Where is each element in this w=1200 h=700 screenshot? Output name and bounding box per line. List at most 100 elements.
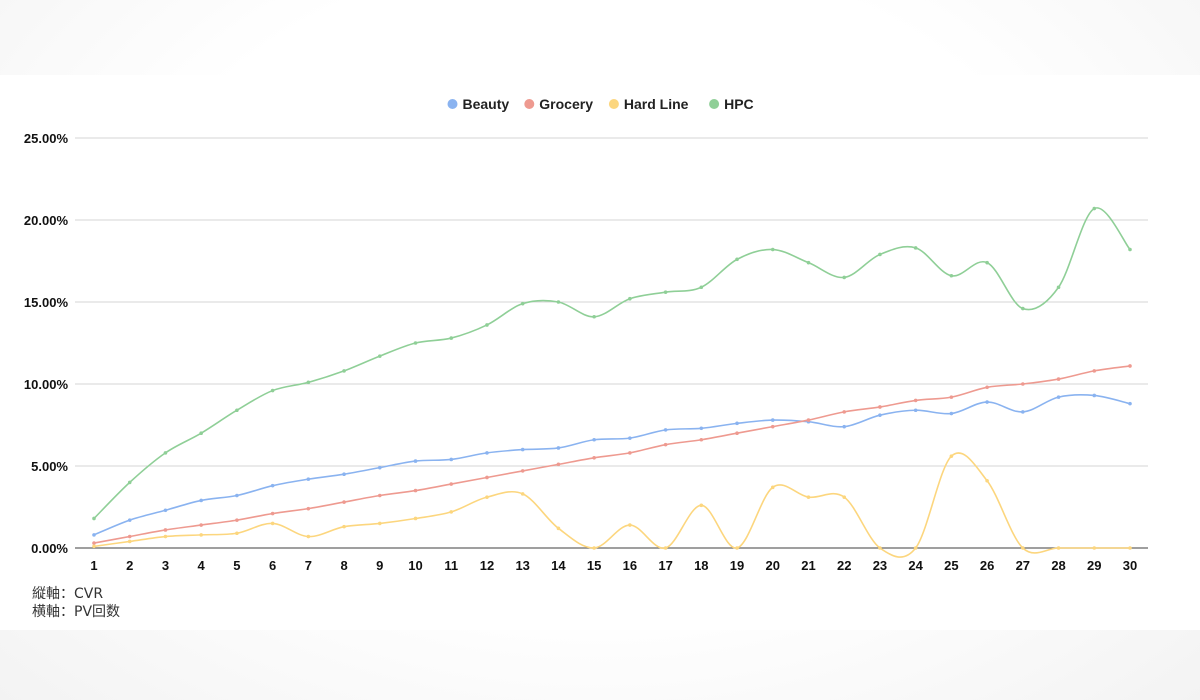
data-point-grocery bbox=[485, 475, 489, 480]
legend-label-grocery: Grocery bbox=[539, 96, 593, 112]
y-tick-label: 15.00% bbox=[24, 295, 69, 310]
data-point-grocery bbox=[949, 395, 954, 399]
x-tick-label: 19 bbox=[730, 558, 744, 573]
series-points bbox=[92, 206, 1132, 550]
data-point-hpc bbox=[163, 451, 168, 455]
data-point-beauty bbox=[592, 437, 596, 442]
y-tick-label: 20.00% bbox=[24, 213, 69, 228]
x-tick-label: 22 bbox=[837, 558, 851, 573]
legend-marker-grocery bbox=[524, 99, 535, 109]
x-tick-label: 16 bbox=[623, 558, 637, 573]
data-point-grocery bbox=[592, 456, 596, 460]
x-tick-label: 7 bbox=[305, 558, 312, 573]
data-point-hpc bbox=[842, 275, 847, 280]
data-point-hard-line bbox=[235, 531, 239, 536]
x-tick-label: 9 bbox=[376, 558, 383, 573]
data-point-beauty bbox=[949, 411, 954, 416]
data-point-grocery bbox=[1092, 369, 1097, 373]
data-point-hard-line bbox=[127, 539, 132, 544]
legend: Beauty Grocery Hard Line HPC bbox=[447, 96, 754, 112]
data-point-hard-line bbox=[270, 521, 275, 526]
y-tick-label: 25.00% bbox=[24, 131, 69, 146]
data-point-hard-line bbox=[556, 526, 561, 531]
data-point-grocery bbox=[842, 410, 847, 414]
legend-marker-hard-line bbox=[608, 99, 619, 109]
data-point-hard-line bbox=[1092, 546, 1097, 550]
data-point-hard-line bbox=[342, 524, 346, 529]
x-tick-label: 24 bbox=[908, 558, 923, 573]
data-point-grocery bbox=[199, 523, 203, 527]
data-point-hard-line bbox=[92, 544, 96, 549]
chart-panel bbox=[0, 75, 1200, 630]
data-point-hpc bbox=[1128, 247, 1132, 252]
data-point-hpc bbox=[485, 323, 489, 327]
x-tick-label: 1 bbox=[90, 558, 97, 573]
x-tick-label: 20 bbox=[766, 558, 780, 573]
x-tick-label: 15 bbox=[587, 558, 601, 573]
x-tick-label: 21 bbox=[801, 558, 815, 573]
data-point-hard-line bbox=[199, 533, 203, 537]
data-point-grocery bbox=[878, 405, 882, 409]
x-tick-label: 10 bbox=[408, 558, 422, 573]
data-point-hpc bbox=[735, 257, 739, 262]
data-point-hpc bbox=[377, 354, 382, 358]
data-point-grocery bbox=[92, 541, 96, 545]
data-point-grocery bbox=[235, 518, 239, 522]
data-point-hard-line bbox=[1056, 546, 1061, 550]
legend-label-beauty: Beauty bbox=[463, 96, 510, 112]
data-point-hpc bbox=[520, 301, 525, 306]
data-point-hpc bbox=[878, 252, 882, 257]
data-point-hard-line bbox=[592, 546, 596, 550]
data-point-grocery bbox=[449, 482, 454, 486]
data-point-hpc bbox=[1056, 285, 1061, 290]
x-tick-label: 27 bbox=[1016, 558, 1030, 573]
x-tick-label: 29 bbox=[1087, 558, 1101, 573]
data-point-beauty bbox=[735, 421, 739, 426]
x-tick-label: 3 bbox=[162, 558, 169, 573]
data-point-grocery bbox=[520, 469, 525, 473]
data-point-hard-line bbox=[699, 503, 704, 508]
data-point-hpc bbox=[913, 246, 918, 250]
data-point-beauty bbox=[878, 413, 882, 417]
data-point-grocery bbox=[1128, 364, 1132, 368]
data-point-beauty bbox=[770, 418, 775, 422]
data-point-grocery bbox=[556, 462, 561, 467]
data-point-hpc bbox=[592, 314, 596, 319]
data-point-beauty bbox=[235, 493, 239, 498]
data-point-hard-line bbox=[842, 495, 847, 499]
data-point-beauty bbox=[413, 459, 418, 463]
data-point-beauty bbox=[1128, 401, 1132, 406]
y-axis-ticks: 0.00% 5.00% 10.00% 15.00% 20.00% 25.00% bbox=[24, 131, 69, 556]
x-tick-label: 8 bbox=[340, 558, 347, 573]
series-line-grocery bbox=[93, 365, 1131, 544]
data-point-hard-line bbox=[770, 485, 775, 490]
data-point-hard-line bbox=[949, 454, 954, 458]
data-point-grocery bbox=[1056, 377, 1061, 381]
data-point-hard-line bbox=[485, 495, 489, 499]
x-tick-label: 5 bbox=[233, 558, 240, 573]
data-point-hpc bbox=[413, 341, 418, 345]
legend-marker-beauty bbox=[447, 99, 458, 109]
series-line-hard-line bbox=[93, 452, 1130, 558]
data-point-hpc bbox=[663, 290, 668, 294]
data-point-beauty bbox=[306, 477, 311, 481]
x-tick-label: 11 bbox=[444, 558, 458, 573]
x-tick-label: 2 bbox=[126, 558, 133, 573]
data-point-hard-line bbox=[663, 546, 668, 550]
data-point-hard-line bbox=[913, 546, 918, 550]
data-point-hpc bbox=[235, 408, 239, 413]
data-point-hpc bbox=[806, 260, 811, 265]
x-tick-label: 14 bbox=[551, 558, 566, 573]
vertical-axis-note: 縦軸：CVR bbox=[32, 586, 104, 602]
data-point-hpc bbox=[628, 296, 632, 301]
data-point-grocery bbox=[699, 437, 704, 442]
x-tick-label: 28 bbox=[1051, 558, 1065, 573]
data-point-beauty bbox=[842, 424, 847, 429]
data-point-grocery bbox=[628, 451, 632, 455]
y-tick-label: 10.00% bbox=[24, 377, 69, 392]
legend-label-hpc: HPC bbox=[724, 96, 754, 112]
data-point-hard-line bbox=[163, 534, 168, 539]
data-point-beauty bbox=[663, 428, 668, 432]
